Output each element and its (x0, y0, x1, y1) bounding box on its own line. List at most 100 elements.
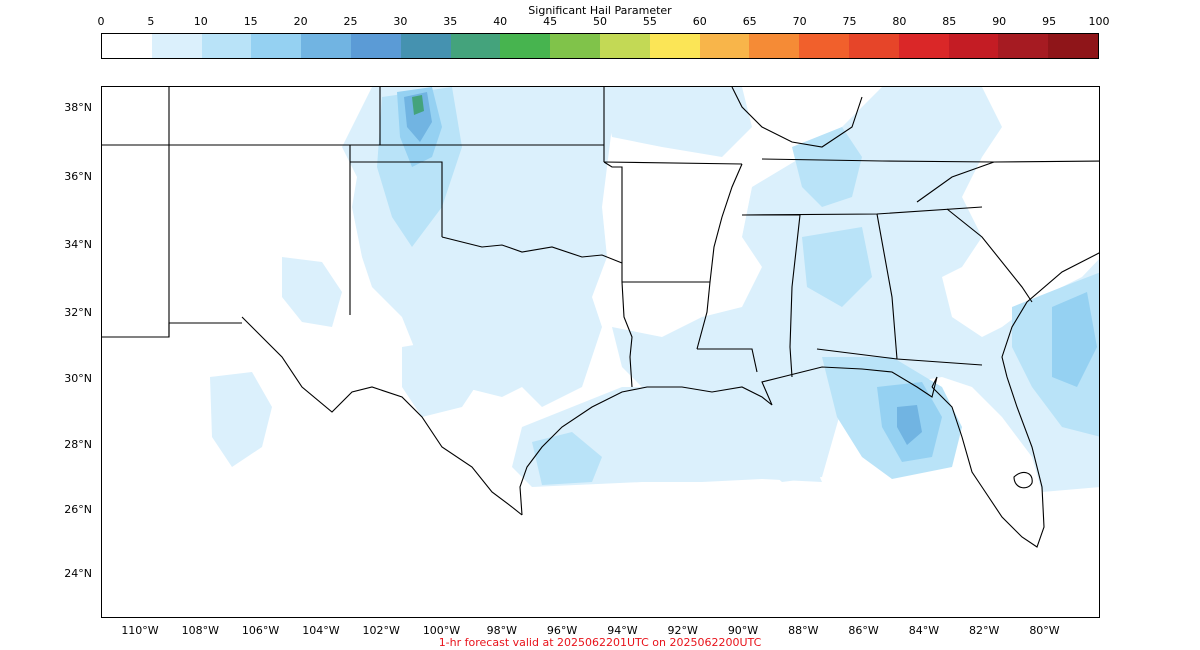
colorbar-segment (649, 34, 700, 58)
shading-gulf-core (897, 405, 922, 445)
border-ar-north (603, 161, 743, 165)
colorbar-segment (301, 34, 351, 58)
shading-ms-valley-mid (792, 127, 862, 207)
colorbar-tick-label: 70 (792, 15, 807, 28)
colorbar-tick-label: 25 (343, 15, 358, 28)
longitude-label: 102°W (362, 624, 400, 637)
hail-parameter-shading (210, 87, 1099, 492)
longitude-label: 90°W (727, 624, 759, 637)
latitude-label: 24°N (64, 567, 92, 580)
border-rio-grande (241, 316, 523, 516)
longitude-label: 84°W (908, 624, 940, 637)
longitude-label: 96°W (546, 624, 578, 637)
border-ms-river (696, 163, 743, 350)
latitude-label: 36°N (64, 170, 92, 183)
colorbar-segment (350, 34, 401, 58)
latitude-label: 28°N (64, 438, 92, 451)
longitude-label: 106°W (241, 624, 280, 637)
map-panel (101, 86, 1100, 618)
shading-florida-high (1052, 292, 1097, 387)
colorbar-tick-label: 35 (443, 15, 458, 28)
state-boundaries (102, 87, 1099, 516)
shading-nm-south (210, 372, 272, 467)
longitude-label: 100°W (422, 624, 461, 637)
shading-central-tx (402, 337, 482, 417)
border-red-river (441, 236, 623, 264)
colorbar-tick-label: 55 (642, 15, 657, 28)
colorbar-tick-label: 40 (493, 15, 508, 28)
latitude-label: 34°N (64, 238, 92, 251)
border-ok-ar (603, 161, 623, 282)
colorbar-tick-label: 60 (692, 15, 707, 28)
colorbar-segment (251, 34, 302, 58)
colorbar-segment (848, 34, 899, 58)
colorbar-segment (898, 34, 949, 58)
coast-texas (519, 366, 938, 516)
colorbar-title: Significant Hail Parameter (528, 4, 672, 17)
longitude-label: 108°W (181, 624, 219, 637)
colorbar-tick-label: 20 (293, 15, 308, 28)
colorbar-tick-label: 50 (593, 15, 607, 28)
border-ky-oh (731, 87, 863, 148)
border-fl-north (816, 348, 983, 366)
shading-west (282, 257, 342, 327)
colorbar-tick-label: 0 (97, 15, 105, 28)
border-al-ga (876, 213, 898, 360)
latitude-label: 26°N (64, 503, 92, 516)
colorbar-tick-label: 10 (193, 15, 208, 28)
border-la-tx (621, 281, 633, 388)
colorbar-segment (151, 34, 202, 58)
latitude-label: 30°N (64, 372, 92, 385)
longitude-label: 94°W (607, 624, 638, 637)
longitude-label: 86°W (848, 624, 879, 637)
colorbar (101, 33, 1099, 59)
colorbar-segment (699, 34, 750, 58)
coastline (519, 252, 1099, 548)
colorbar-segment (400, 34, 451, 58)
colorbar-tick-label: 30 (393, 15, 408, 28)
colorbar-segment (599, 34, 650, 58)
border-nc-north (916, 161, 995, 203)
colorbar-segment (102, 34, 152, 58)
colorbar-segment (201, 34, 252, 58)
colorbar-segment (998, 34, 1049, 58)
shading-tx-coast-mid (532, 432, 602, 485)
map-canvas (102, 87, 1099, 548)
border-tx-panhandle-north (350, 161, 443, 237)
colorbar-tick-label: 85 (942, 15, 957, 28)
shading-panhandle-core (404, 92, 432, 142)
shading-north-strip (602, 87, 752, 157)
colorbar-segment (550, 34, 600, 58)
colorbar-tick-labels: 0 5 10 15 20 25 30 35 40 45 50 55 60 65 70 75 80 85 90 95 10… (0, 15, 1200, 29)
longitude-label: 92°W (667, 624, 698, 637)
colorbar-segment (1048, 34, 1098, 58)
longitude-label: 82°W (969, 624, 1000, 637)
colorbar-tick-label: 95 (1042, 15, 1057, 28)
shading-al-mid (802, 227, 872, 307)
colorbar-segment (749, 34, 800, 58)
colorbar-segment (500, 34, 551, 58)
border-nm-south (102, 322, 242, 338)
colorbar-tick-label: 75 (842, 15, 857, 28)
longitude-label: 110°W (121, 624, 159, 637)
colorbar-tick-label: 5 (147, 15, 155, 28)
border-la-ms (697, 348, 758, 373)
longitude-label: 80°W (1029, 624, 1060, 637)
longitude-label: 88°W (788, 624, 819, 637)
border-tn-ky (761, 158, 1099, 163)
coast-florida (931, 252, 1099, 548)
forecast-valid-caption: 1-hr forecast valid at 2025062201UTC on … (438, 636, 762, 649)
border-ga-sc (946, 208, 1033, 303)
colorbar-tick-label: 65 (742, 15, 757, 28)
colorbar-segment (799, 34, 849, 58)
colorbar-tick-label: 15 (243, 15, 258, 28)
latitude-label: 38°N (64, 101, 92, 114)
lake-okeechobee (1013, 471, 1033, 489)
colorbar-tick-label: 90 (992, 15, 1007, 28)
colorbar-segment (948, 34, 999, 58)
longitude-label: 104°W (302, 624, 340, 637)
shading-panhandle-peak (412, 95, 424, 115)
colorbar-segment (450, 34, 501, 58)
longitude-label: 98°W (486, 624, 517, 637)
colorbar-tick-label: 100 (1088, 15, 1110, 28)
